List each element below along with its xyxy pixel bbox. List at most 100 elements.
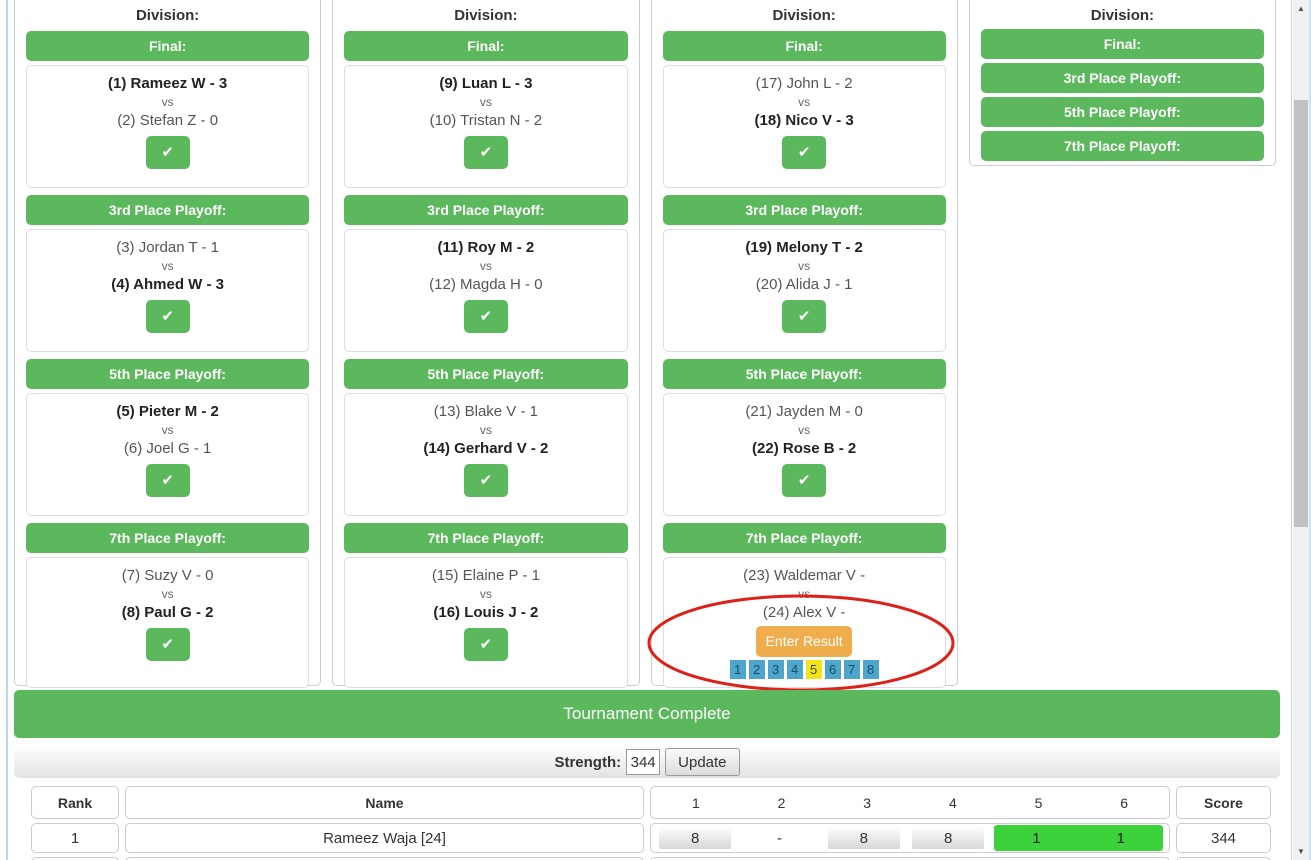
fifth-place-header[interactable]: 5th Place Playoff: bbox=[26, 359, 310, 389]
check-icon: ✔ bbox=[479, 636, 493, 653]
strength-input[interactable] bbox=[626, 749, 661, 775]
score-value: 344 bbox=[1176, 823, 1271, 853]
match-box-final: (17) John L - 2 vs (18) Nico V - 3 ✔ bbox=[662, 65, 946, 188]
player-2: (6) Joel G - 1 bbox=[123, 440, 212, 457]
player-1: (7) Suzy V - 0 bbox=[121, 567, 214, 584]
vs-label: vs bbox=[798, 95, 811, 109]
division-panel-4: Division: Final: 3rd Place Playoff: 5th … bbox=[968, 0, 1276, 166]
confirm-result-button[interactable]: ✔ bbox=[463, 628, 508, 661]
confirm-result-button[interactable]: ✔ bbox=[145, 136, 190, 169]
match-box-7th: (15) Elaine P - 1 vs (16) Louis J - 2 ✔ bbox=[344, 557, 628, 688]
match-box-5th: (21) Jayden M - 0 vs (22) Rose B - 2 ✔ bbox=[662, 393, 946, 516]
match-box-final: (9) Luan L - 3 vs (10) Tristan N - 2 ✔ bbox=[344, 65, 628, 188]
match-box-7th: (7) Suzy V - 0 vs (8) Paul G - 2 ✔ bbox=[26, 557, 310, 688]
check-icon: ✔ bbox=[161, 636, 174, 653]
confirm-result-button[interactable]: ✔ bbox=[145, 300, 190, 333]
seventh-place-header[interactable]: 7th Place Playoff: bbox=[980, 131, 1264, 161]
fifth-place-header[interactable]: 5th Place Playoff: bbox=[980, 97, 1264, 127]
update-button[interactable]: Update bbox=[665, 748, 740, 776]
player-1: (21) Jayden M - 0 bbox=[745, 403, 863, 420]
round-result-3: 8 bbox=[822, 824, 906, 852]
player-2: (8) Paul G - 2 bbox=[121, 604, 214, 621]
division-title: Division: bbox=[1090, 7, 1155, 24]
fifth-place-header[interactable]: 5th Place Playoff: bbox=[344, 359, 628, 389]
score-option-1[interactable]: 1 bbox=[729, 660, 746, 679]
player-2: (16) Louis J - 2 bbox=[433, 604, 539, 621]
player-1: (11) Roy M - 2 bbox=[437, 239, 535, 256]
round-result-5-win: 1 bbox=[994, 825, 1079, 851]
final-header[interactable]: Final: bbox=[980, 29, 1264, 59]
tournament-complete-banner: Tournament Complete bbox=[14, 690, 1280, 738]
round-result-4: 8 bbox=[906, 824, 990, 852]
round-header-5: 5 bbox=[1034, 794, 1043, 811]
round-header-3: 3 bbox=[863, 794, 872, 811]
score-option-2[interactable]: 2 bbox=[748, 660, 765, 679]
round-header-6: 6 bbox=[1120, 794, 1129, 811]
rank-value: 1 bbox=[31, 823, 119, 853]
match-box-3rd: (3) Jordan T - 1 vs (4) Ahmed W - 3 ✔ bbox=[26, 229, 310, 352]
confirm-result-button[interactable]: ✔ bbox=[463, 136, 508, 169]
score-option-3[interactable]: 3 bbox=[767, 660, 784, 679]
final-header[interactable]: Final: bbox=[26, 31, 310, 61]
score-option-6[interactable]: 6 bbox=[824, 660, 841, 679]
seventh-place-header[interactable]: 7th Place Playoff: bbox=[26, 523, 310, 553]
third-place-header[interactable]: 3rd Place Playoff: bbox=[26, 195, 310, 225]
vs-label: vs bbox=[479, 587, 492, 601]
standings-row-1: 1 Rameez Waja [24] 8 - 8 8 1 1 344 bbox=[31, 823, 1271, 853]
score-option-5-selected[interactable]: 5 bbox=[805, 660, 822, 679]
player-2: (2) Stefan Z - 0 bbox=[117, 112, 219, 129]
confirm-result-button[interactable]: ✔ bbox=[463, 464, 508, 497]
confirm-result-button[interactable]: ✔ bbox=[463, 300, 508, 333]
rounds-header: 1 2 3 4 5 6 bbox=[650, 786, 1170, 819]
confirm-result-button[interactable]: ✔ bbox=[145, 464, 190, 497]
check-icon: ✔ bbox=[479, 144, 493, 161]
vertical-scrollbar[interactable]: ▲ ▼ bbox=[1293, 0, 1309, 860]
score-option-7[interactable]: 7 bbox=[843, 660, 860, 679]
vs-label: vs bbox=[479, 259, 492, 273]
seventh-place-header[interactable]: 7th Place Playoff: bbox=[662, 523, 946, 553]
confirm-result-button[interactable]: ✔ bbox=[145, 628, 190, 661]
match-box-final: (1) Rameez W - 3 vs (2) Stefan Z - 0 ✔ bbox=[26, 65, 310, 188]
scrollbar-thumb[interactable] bbox=[1294, 100, 1308, 527]
player-1: (17) John L - 2 bbox=[755, 75, 853, 92]
check-icon: ✔ bbox=[161, 472, 174, 489]
check-icon: ✔ bbox=[479, 308, 493, 325]
score-header: Score bbox=[1176, 786, 1271, 819]
player-1: (9) Luan L - 3 bbox=[439, 75, 533, 92]
vs-label: vs bbox=[161, 587, 174, 601]
round-result-1: 8 bbox=[653, 824, 737, 852]
fifth-place-header[interactable]: 5th Place Playoff: bbox=[662, 359, 946, 389]
name-header: Name bbox=[125, 786, 644, 819]
strength-label: Strength: bbox=[554, 753, 622, 771]
seventh-place-header[interactable]: 7th Place Playoff: bbox=[344, 523, 628, 553]
enter-result-button[interactable]: Enter Result bbox=[756, 626, 853, 657]
division-title: Division: bbox=[454, 7, 518, 24]
player-2: (10) Tristan N - 2 bbox=[429, 112, 543, 129]
player-2: (22) Rose B - 2 bbox=[752, 440, 857, 457]
score-option-4[interactable]: 4 bbox=[786, 660, 803, 679]
standings-row-2-partial bbox=[31, 857, 1271, 860]
scrollbar-up-arrow-icon[interactable]: ▲ bbox=[1297, 4, 1305, 13]
match-box-3rd: (19) Melony T - 2 vs (20) Alida J - 1 ✔ bbox=[662, 229, 946, 352]
confirm-result-button[interactable]: ✔ bbox=[782, 300, 827, 333]
confirm-result-button[interactable]: ✔ bbox=[782, 464, 827, 497]
player-2: (14) Gerhard V - 2 bbox=[423, 440, 549, 457]
division-panel-3: Division: Final: (17) John L - 2 vs (18)… bbox=[650, 0, 958, 688]
confirm-result-button[interactable]: ✔ bbox=[782, 136, 827, 169]
player-1: (15) Elaine P - 1 bbox=[431, 567, 540, 584]
player-1: (23) Waldemar V - bbox=[743, 567, 866, 584]
final-header[interactable]: Final: bbox=[344, 31, 628, 61]
final-header[interactable]: Final: bbox=[662, 31, 946, 61]
bracket-columns: Division: Final: (1) Rameez W - 3 vs (2)… bbox=[14, 0, 1276, 688]
standings-header-row: Rank Name 1 2 3 4 5 6 Score bbox=[31, 786, 1271, 819]
score-number-row: 1 2 3 4 5 6 7 8 bbox=[664, 660, 945, 679]
match-box-3rd: (11) Roy M - 2 vs (12) Magda H - 0 ✔ bbox=[344, 229, 628, 352]
player-name: Rameez Waja [24] bbox=[125, 823, 644, 853]
third-place-header[interactable]: 3rd Place Playoff: bbox=[980, 63, 1264, 93]
third-place-header[interactable]: 3rd Place Playoff: bbox=[344, 195, 628, 225]
vs-label: vs bbox=[798, 587, 811, 601]
check-icon: ✔ bbox=[161, 308, 174, 325]
scrollbar-down-arrow-icon[interactable]: ▼ bbox=[1297, 847, 1305, 856]
score-option-8[interactable]: 8 bbox=[862, 660, 879, 679]
third-place-header[interactable]: 3rd Place Playoff: bbox=[662, 195, 946, 225]
